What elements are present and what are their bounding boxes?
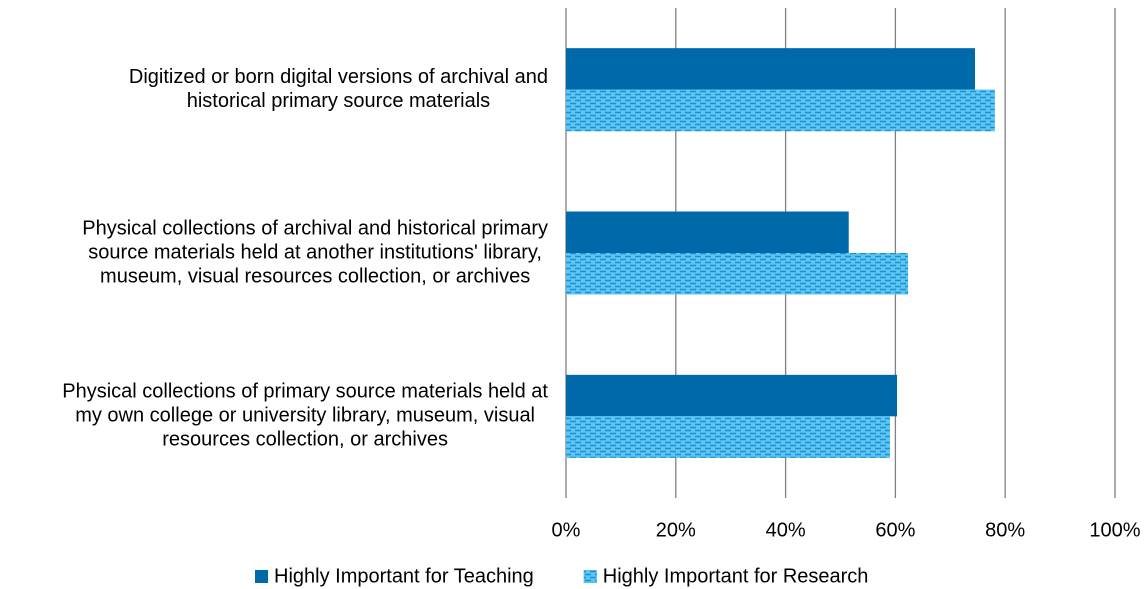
- legend-swatch-hatch: [583, 570, 597, 583]
- category-label: Digitized or born digital versions of ar…: [129, 66, 548, 88]
- legend-label: Highly Important for Research: [603, 565, 869, 587]
- bar: [566, 374, 898, 417]
- legend-swatch: [255, 570, 268, 583]
- x-tick-label: 40%: [766, 519, 806, 541]
- x-tick-label: 0%: [552, 519, 581, 541]
- bar: [566, 211, 849, 253]
- bar-hatch: [566, 89, 995, 132]
- x-tick-label: 80%: [985, 519, 1025, 541]
- x-tick-label: 100%: [1089, 519, 1140, 541]
- bar: [566, 48, 976, 90]
- x-tick-label: 20%: [656, 519, 696, 541]
- category-label: resources collection, or archives: [162, 429, 448, 451]
- category-label: Physical collections of primary source m…: [62, 381, 548, 403]
- legend-label: Highly Important for Teaching: [274, 565, 534, 587]
- x-tick-label: 60%: [875, 519, 915, 541]
- category-label: my own college or university library, mu…: [75, 405, 535, 427]
- bar-hatch: [566, 253, 909, 295]
- bar-hatch: [566, 416, 890, 458]
- category-label: historical primary source materials: [187, 90, 490, 112]
- category-label: museum, visual resources collection, or …: [100, 265, 530, 287]
- category-label: source materials held at another institu…: [88, 241, 542, 263]
- category-label: Physical collections of archival and his…: [82, 217, 548, 239]
